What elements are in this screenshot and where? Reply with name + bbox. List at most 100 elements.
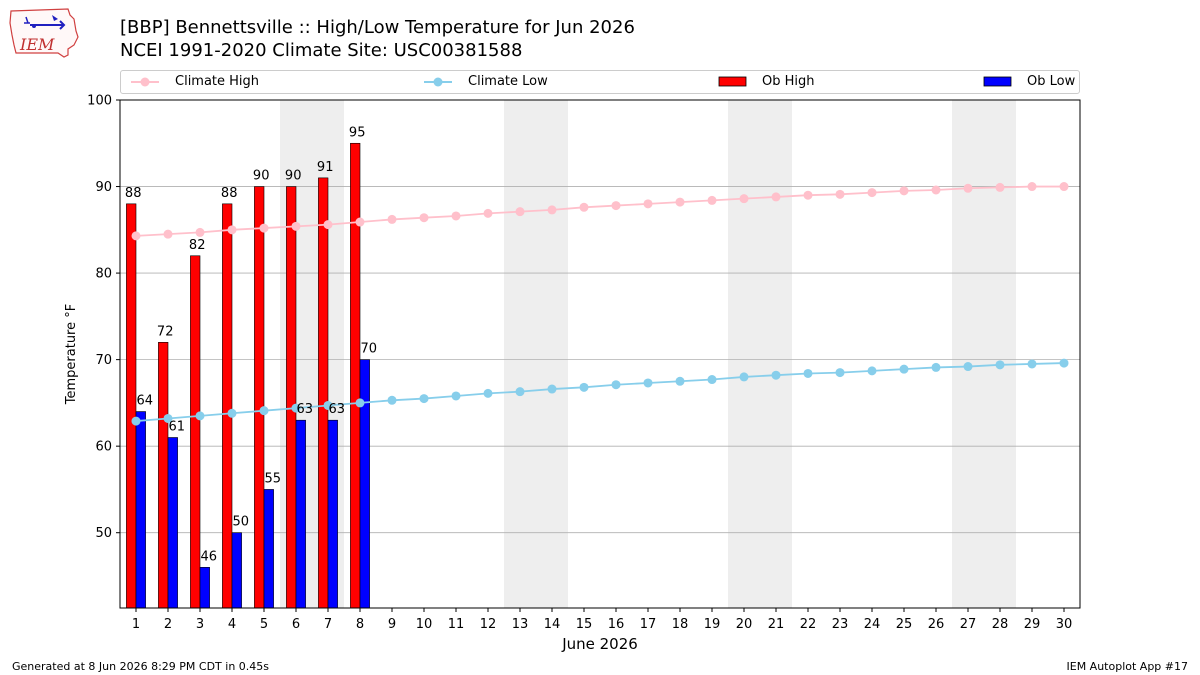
- legend-climate-low-label: Climate Low: [468, 74, 548, 89]
- ob-low-bar: [295, 419, 306, 609]
- x-tick-label: 25: [896, 617, 913, 632]
- ob-low-bar: [263, 489, 274, 609]
- x-tick-label: 15: [576, 617, 593, 632]
- climate-high-point: [675, 197, 685, 207]
- y-tick-label: 90: [95, 180, 112, 195]
- x-tick-label: 16: [608, 617, 625, 632]
- climate-high-point: [739, 194, 749, 204]
- climate-high-point: [643, 199, 653, 209]
- ob-high-value-label: 90: [285, 169, 302, 184]
- climate-low-point: [707, 375, 717, 385]
- climate-high-point: [1027, 182, 1037, 192]
- climate-high-point: [355, 217, 365, 227]
- climate-high-point: [483, 208, 493, 218]
- climate-high-point: [515, 207, 525, 217]
- x-axis-label: June 2026: [561, 635, 638, 653]
- ob-low-value-label: 46: [201, 549, 218, 564]
- x-tick-label: 13: [512, 617, 529, 632]
- climate-high-point: [195, 227, 205, 237]
- climate-low-point: [995, 360, 1005, 370]
- footer-app: IEM Autoplot App #17: [1066, 660, 1189, 673]
- y-tick-label: 80: [95, 267, 112, 282]
- climate-high-point: [323, 220, 333, 230]
- climate-high-point: [803, 190, 813, 200]
- climate-low-point: [419, 394, 429, 404]
- ob-low-bar: [167, 437, 178, 609]
- ob-high-value-label: 95: [349, 125, 366, 140]
- x-tick-label: 22: [800, 617, 817, 632]
- x-tick-label: 23: [832, 617, 849, 632]
- ob-low-bar: [327, 419, 338, 609]
- climate-high-point: [451, 211, 461, 221]
- x-tick-label: 10: [416, 617, 433, 632]
- climate-high-point: [579, 202, 589, 212]
- climate-low-point: [227, 408, 237, 418]
- x-tick-label: 26: [928, 617, 945, 632]
- climate-high-point: [931, 185, 941, 195]
- climate-low-point: [515, 387, 525, 397]
- y-tick-label: 50: [95, 526, 112, 541]
- climate-high-point: [227, 225, 237, 235]
- climate-high-point: [963, 183, 973, 193]
- y-axis-label: Temperature °F: [64, 304, 79, 405]
- y-tick-label: 60: [95, 440, 112, 455]
- climate-high-point: [995, 182, 1005, 192]
- x-tick-label: 20: [736, 617, 753, 632]
- climate-high-point: [611, 201, 621, 211]
- climate-low-point: [163, 413, 173, 423]
- climate-low-point: [803, 368, 813, 378]
- weekend-band: [504, 100, 568, 608]
- climate-high-point: [387, 214, 397, 224]
- legend-ob-high-label: Ob High: [762, 74, 815, 89]
- climate-high-point: [1059, 182, 1069, 192]
- ob-high-value-label: 90: [253, 169, 270, 184]
- climate-low-line: [135, 362, 1065, 422]
- x-tick-label: 11: [448, 617, 465, 632]
- x-tick-label: 29: [1024, 617, 1041, 632]
- x-tick-label: 8: [356, 617, 364, 632]
- plot-frame: [119, 99, 1081, 609]
- climate-high-point: [547, 205, 557, 215]
- x-tick-label: 30: [1056, 617, 1073, 632]
- climate-high-point: [867, 188, 877, 198]
- x-tick-label: 21: [768, 617, 785, 632]
- svg-text:IEM: IEM: [19, 35, 55, 54]
- climate-low-point: [867, 366, 877, 376]
- x-tick-label: 3: [196, 617, 204, 632]
- ob-low-value-label: 50: [233, 515, 250, 530]
- x-tick-label: 12: [480, 617, 497, 632]
- ob-high-bar: [318, 177, 329, 609]
- ob-low-value-label: 61: [169, 420, 186, 435]
- ob-high-bar: [190, 255, 201, 609]
- x-tick-label: 5: [260, 617, 268, 632]
- legend-climate-high-label: Climate High: [175, 74, 260, 89]
- x-tick-label: 14: [544, 617, 561, 632]
- x-tick-label: 9: [388, 617, 396, 632]
- x-tick-label: 17: [640, 617, 657, 632]
- climate-low-point: [291, 403, 301, 413]
- climate-low-point: [899, 364, 909, 374]
- climate-high-point: [899, 186, 909, 196]
- climate-low-point: [931, 362, 941, 372]
- climate-high-point: [707, 195, 717, 205]
- ob-low-value-label: 63: [329, 402, 346, 417]
- climate-low-point: [355, 398, 365, 408]
- x-tick-label: 4: [228, 617, 236, 632]
- climate-high-point: [163, 229, 173, 239]
- climate-low-point: [259, 406, 269, 416]
- weekend-band: [728, 100, 792, 608]
- x-tick-label: 1: [132, 617, 140, 632]
- x-tick-label: 2: [164, 617, 172, 632]
- ob-low-value-label: 55: [265, 471, 282, 486]
- climate-high-point: [835, 189, 845, 199]
- climate-low-point: [323, 400, 333, 410]
- ob-high-value-label: 72: [157, 324, 174, 339]
- ob-high-bar: [286, 186, 297, 609]
- climate-low-point: [1027, 359, 1037, 369]
- ob-high-bar: [126, 203, 137, 609]
- ob-high-bar: [254, 186, 265, 609]
- ob-high-value-label: 88: [221, 186, 238, 201]
- ob-low-value-label: 70: [361, 342, 378, 357]
- iem-logo: IEM: [9, 8, 79, 58]
